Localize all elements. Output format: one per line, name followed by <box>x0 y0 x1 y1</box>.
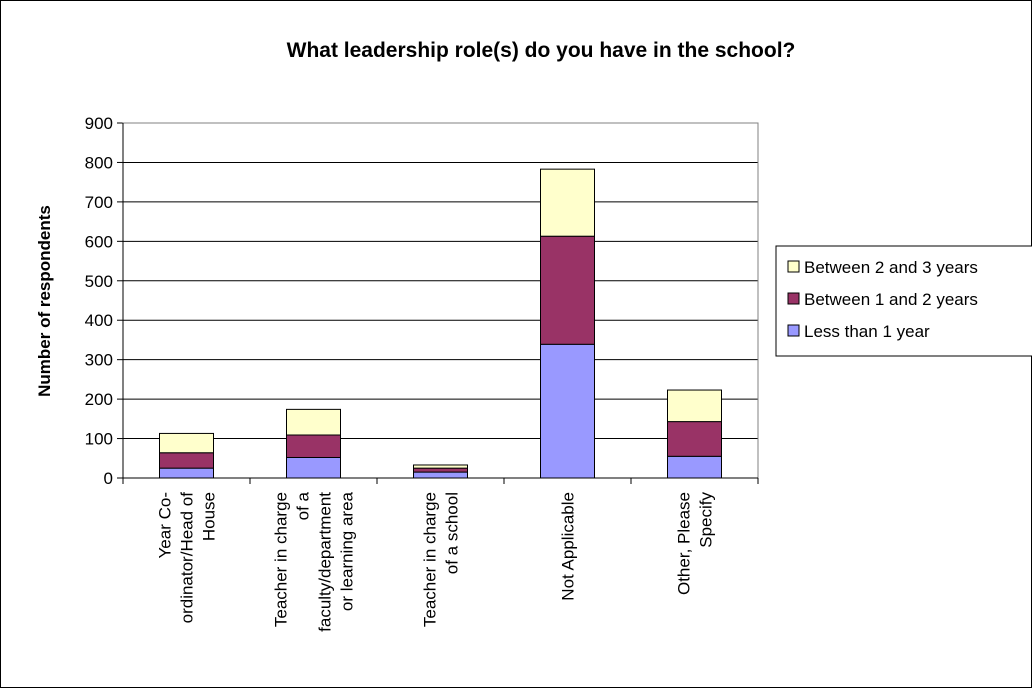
legend-label: Between 2 and 3 years <box>804 258 978 277</box>
x-category-label: Year Co-ordinator/Head of House <box>156 492 219 624</box>
legend-swatch <box>787 324 800 337</box>
y-tick-label: 900 <box>85 114 113 133</box>
bar-segment <box>667 455 722 479</box>
x-category-label-line: Other, Please <box>675 492 694 595</box>
x-category-label-line: of a school <box>443 492 462 574</box>
chart-title: What leadership role(s) do you have in t… <box>287 39 796 62</box>
x-category-label-line: Teacher in charge <box>421 492 440 627</box>
gridlines <box>123 122 758 440</box>
bar-segment <box>667 421 722 457</box>
legend-label: Less than 1 year <box>804 322 930 341</box>
bar-segment <box>540 168 595 237</box>
legend-box <box>775 245 1032 357</box>
legend: Between 2 and 3 years Between 1 and 2 yea… <box>775 245 1032 357</box>
legend-swatch <box>787 260 800 273</box>
x-category-labels: Year Co-ordinator/Head of House Teacher in… <box>156 491 716 631</box>
y-tick-label: 600 <box>85 232 113 251</box>
y-tick-label: 100 <box>85 430 113 449</box>
bar-segment <box>286 408 341 436</box>
x-category-label-line: Specify <box>697 492 716 548</box>
x-category-label-line: Not Applicable <box>559 492 578 601</box>
bar-segment <box>159 467 214 479</box>
x-category-label-line: or learning area <box>338 491 357 611</box>
y-tick-label: 500 <box>85 272 113 291</box>
x-category-label-line: Year Co- <box>156 492 175 558</box>
bar-segment <box>286 456 341 479</box>
legend-label: Between 1 and 2 years <box>804 290 978 309</box>
bar-segment <box>159 432 214 454</box>
bar-segment <box>413 464 468 469</box>
x-category-label: Teacher in charge of a school <box>421 492 462 627</box>
bar-segment <box>540 235 595 345</box>
y-axis-label: Number of respondents <box>35 205 54 397</box>
y-tick-label: 300 <box>85 351 113 370</box>
bar-segment <box>413 471 468 479</box>
x-category-label-line: Teacher in charge <box>272 492 291 627</box>
y-tick-label: 200 <box>85 390 113 409</box>
x-category-label: Teacher in charge of a faculty/department o… <box>272 491 357 631</box>
bar-segment <box>667 389 722 423</box>
bar-segment <box>413 467 468 473</box>
bar-segment <box>286 434 341 458</box>
x-category-label-line: ordinator/Head of <box>178 492 197 624</box>
x-category-label: Not Applicable <box>559 492 578 601</box>
axes <box>117 122 759 484</box>
y-tick-label: 0 <box>104 469 113 488</box>
x-category-label-line: House <box>200 492 219 541</box>
y-tick-labels: 0 100 200 300 400 500 600 700 800 900 <box>85 114 113 488</box>
bar-segment <box>540 343 595 479</box>
legend-swatch <box>787 292 800 305</box>
y-tick-label: 400 <box>85 311 113 330</box>
bars <box>159 168 722 479</box>
x-category-label: Other, Please Specify <box>675 492 716 596</box>
bar-segment <box>159 452 214 469</box>
plot-area-border <box>122 122 759 479</box>
y-tick-label: 800 <box>85 153 113 172</box>
y-tick-label: 700 <box>85 193 113 212</box>
x-category-label-line: of a <box>294 491 313 520</box>
x-category-label-line: faculty/department <box>316 492 335 632</box>
